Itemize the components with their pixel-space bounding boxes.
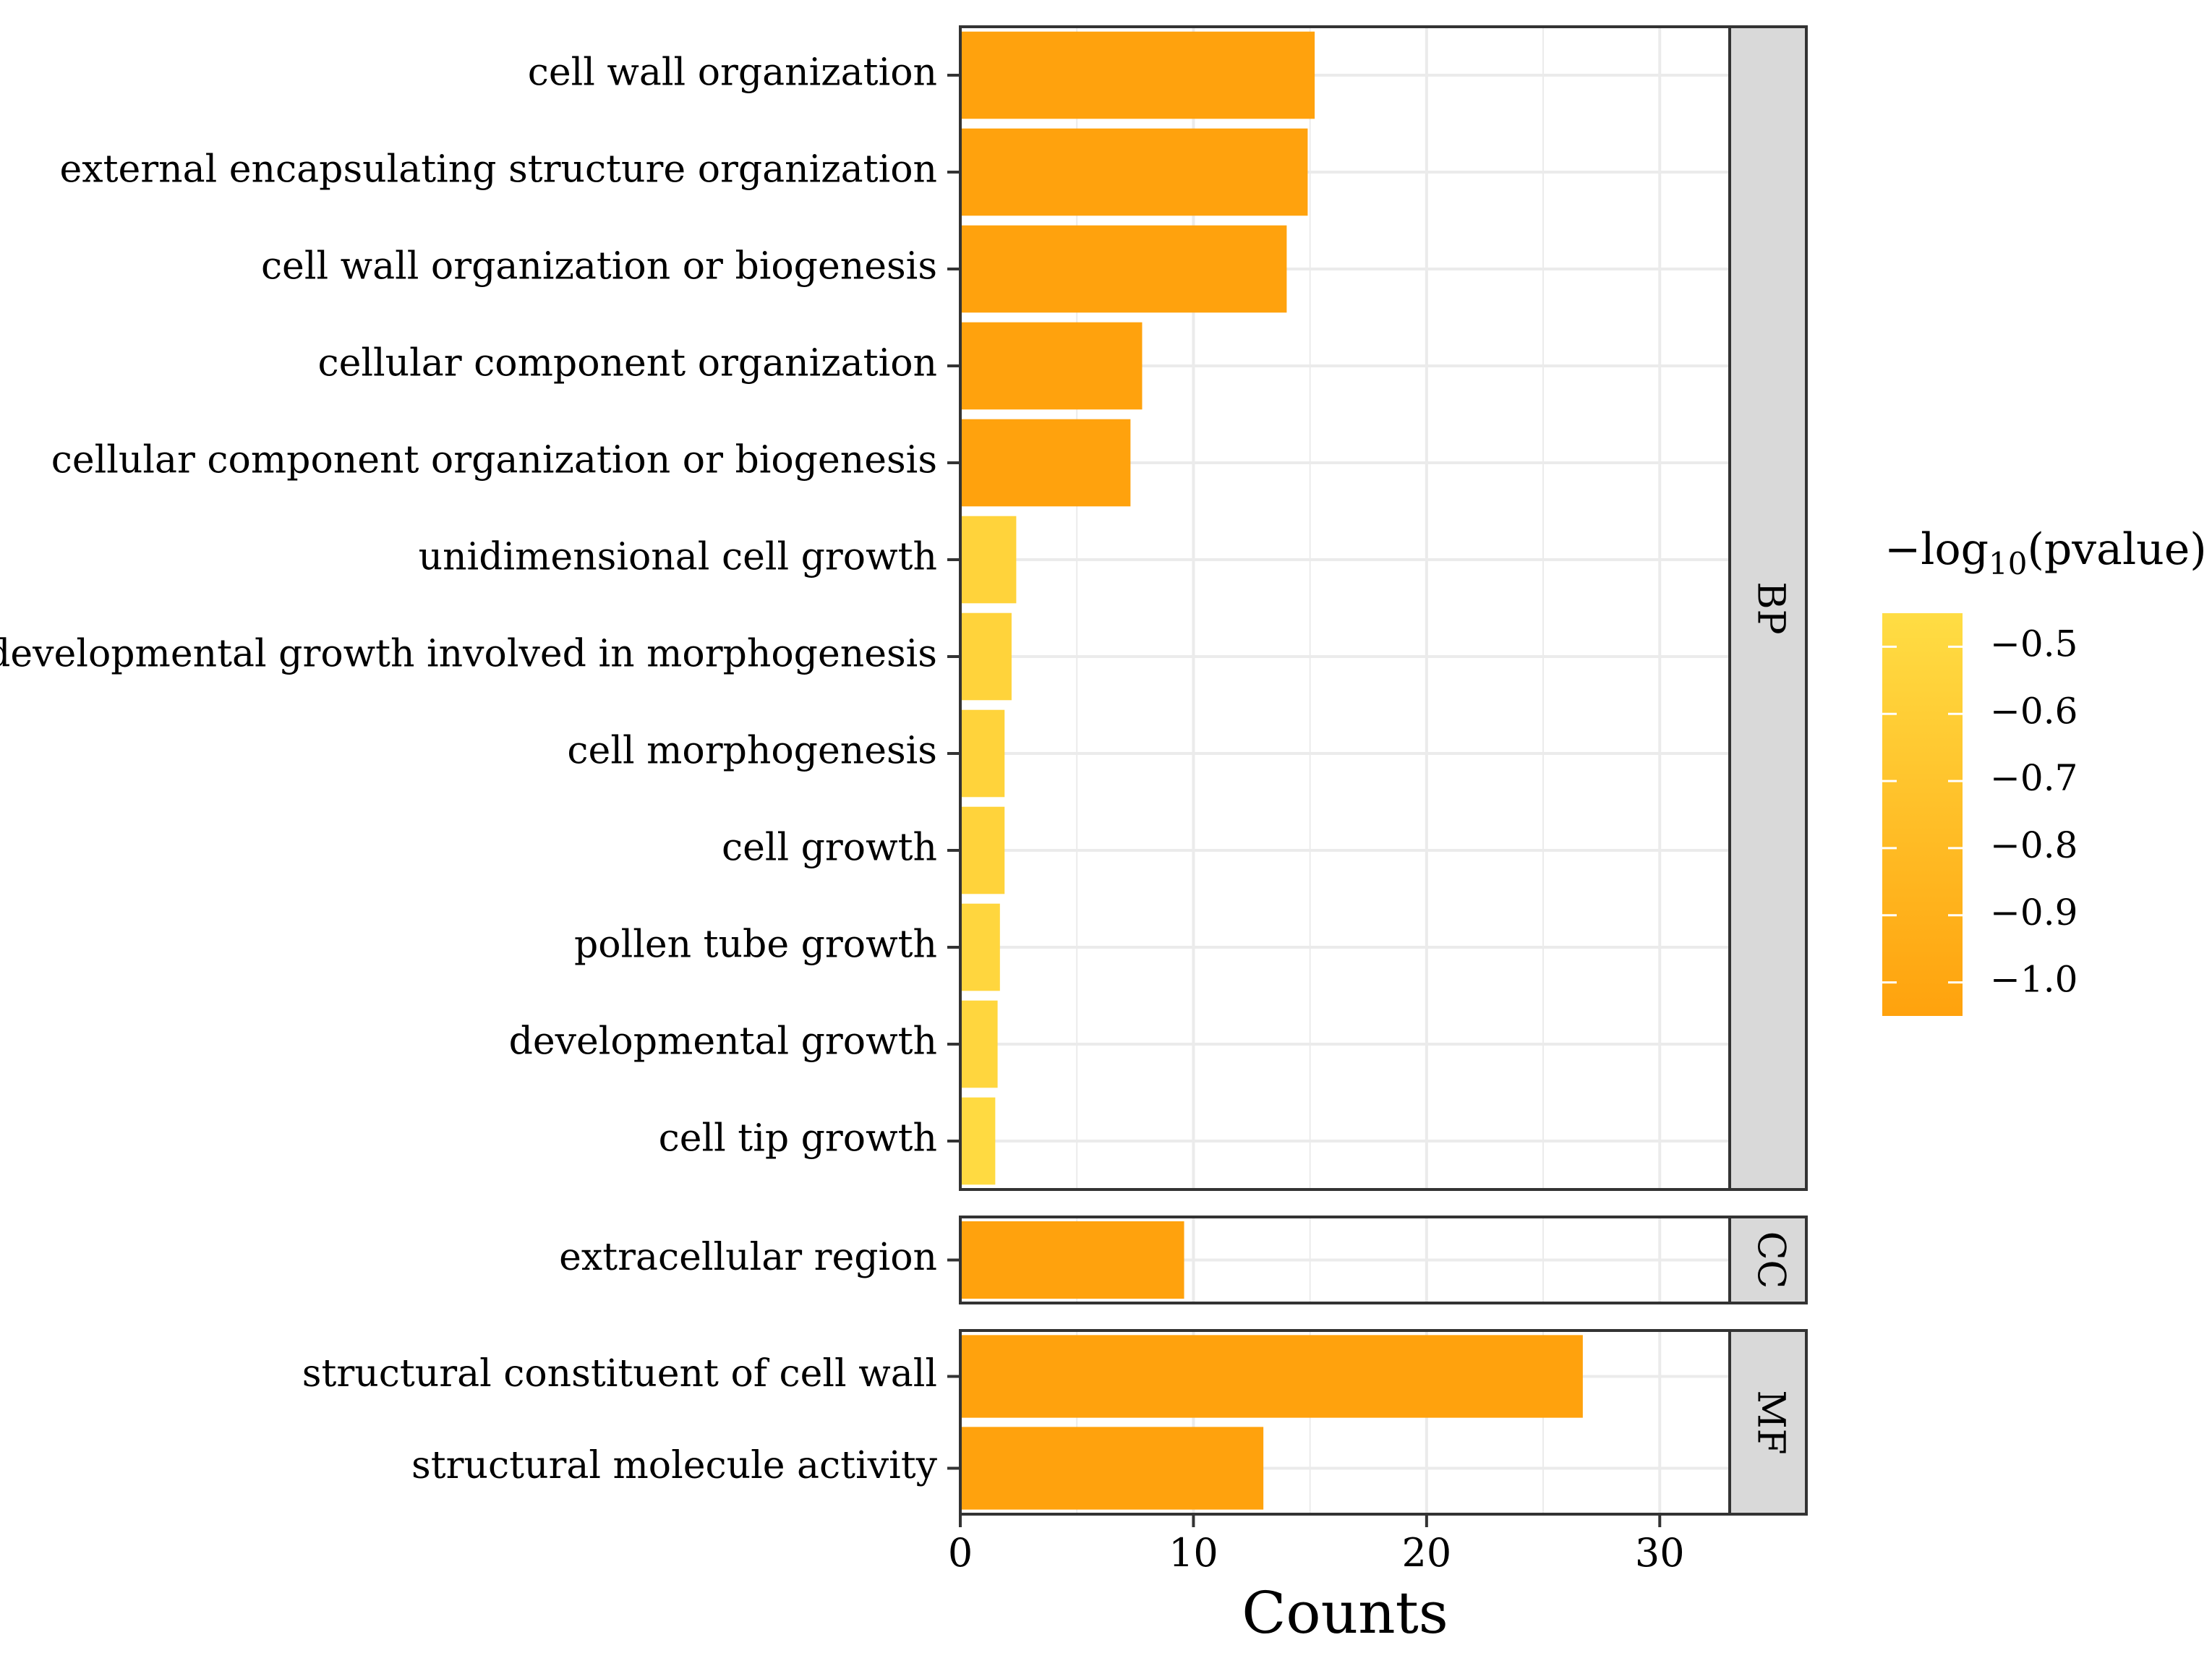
category-label: structural constituent of cell wall (302, 1352, 937, 1396)
category-label: cell wall organization or biogenesis (261, 245, 937, 289)
legend-tick-label: −1.0 (1990, 959, 2078, 1001)
legend-title: −log10(pvalue) (1884, 524, 2207, 581)
legend-tick-label: −0.9 (1990, 892, 2078, 934)
category-label: cell tip growth (659, 1117, 937, 1161)
facet-strip-label: MF (1749, 1390, 1793, 1454)
bar (960, 322, 1143, 410)
panel-cc: extracellular region CC (559, 1216, 1808, 1304)
category-label: cellular component organization or bioge… (51, 439, 937, 482)
bar (960, 31, 1315, 119)
legend-colorbar (1882, 613, 1963, 1016)
bar (960, 1221, 1184, 1299)
category-label: cell morphogenesis (567, 730, 937, 773)
facet-strip (1728, 25, 1808, 1191)
category-label: structural molecule activity (411, 1444, 938, 1487)
bar (960, 1000, 998, 1088)
category-label: extracellular region (559, 1236, 937, 1279)
bar (960, 419, 1131, 507)
x-axis-title: Counts (1242, 1579, 1448, 1646)
bar (960, 709, 1005, 798)
x-tick-label: 0 (948, 1530, 973, 1576)
bar (960, 903, 1000, 991)
panel-bp: cell wall organization external encapsula… (0, 25, 1808, 1191)
category-label: developmental growth (509, 1020, 937, 1064)
bar (960, 1335, 1583, 1418)
bar (960, 1097, 996, 1185)
facet-strip-label: CC (1749, 1231, 1793, 1289)
category-label: external encapsulating structure organiz… (60, 148, 938, 192)
bar (960, 128, 1308, 216)
legend-tick-label: −0.8 (1990, 824, 2078, 866)
x-tick-label: 30 (1635, 1530, 1685, 1576)
facet-strip (1728, 1216, 1808, 1304)
category-label: unidimensional cell growth (419, 536, 937, 579)
bar (960, 1427, 1264, 1510)
bar (960, 516, 1017, 604)
color-legend: −log10(pvalue) −0.5 −0.6 −0.7 −0.8 −0.9 −1.0 (1882, 524, 2207, 1016)
panel-background (960, 27, 1730, 1189)
facet-strip (1728, 1329, 1808, 1516)
plot-area: cell wall organization external encapsula… (0, 25, 1808, 1576)
category-label: pollen tube growth (574, 923, 937, 967)
bar (960, 225, 1287, 313)
bar (960, 806, 1005, 894)
legend-tick-label: −0.7 (1990, 757, 2078, 799)
x-tick-label: 10 (1169, 1530, 1218, 1576)
panel-mf: structural constituent of cell wall struc… (302, 1329, 1808, 1516)
category-label: cellular component organization (318, 342, 937, 385)
category-label: cell growth (722, 826, 937, 870)
category-label: cell wall organization (528, 51, 937, 95)
x-axis: 0 10 20 30 (948, 1514, 1685, 1576)
facet-strip-label: BP (1749, 581, 1793, 634)
legend-tick-label: −0.6 (1990, 690, 2078, 732)
x-tick-label: 20 (1401, 1530, 1451, 1576)
category-label: developmental growth involved in morphog… (0, 633, 937, 676)
bar (960, 612, 1012, 701)
legend-tick-label: −0.5 (1990, 623, 2078, 665)
